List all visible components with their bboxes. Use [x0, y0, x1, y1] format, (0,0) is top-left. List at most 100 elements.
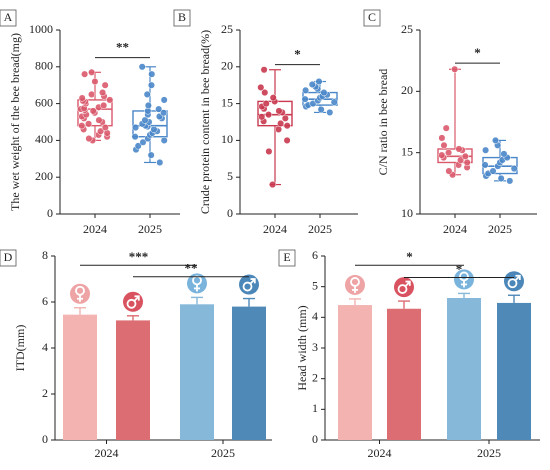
data-point-a-0-5	[97, 127, 105, 135]
data-point-a-0-7	[101, 123, 109, 132]
panel-letter-a: A	[4, 10, 13, 24]
data-point-b-0-3	[274, 125, 283, 133]
x-tick-label-e-0: 2024	[368, 446, 392, 460]
data-point-a-0-32	[81, 70, 89, 78]
data-point-c-1-0	[506, 177, 514, 185]
data-point-a-1-12	[132, 123, 140, 132]
data-point-a-0-29	[99, 89, 107, 97]
x-tick-label-a-1: 2025	[138, 222, 162, 236]
y-tick-label-a-0: 0	[47, 206, 53, 220]
data-point-b-1-7	[301, 95, 309, 103]
y-tick-label-d-4: 8	[42, 248, 48, 262]
panel-e: E 0 1 2 3 4 5 6 Head width (mm) 2024 2025 * *	[278, 248, 540, 460]
data-point-a-1-23	[155, 105, 163, 113]
bar-d-2	[180, 304, 214, 440]
data-point-a-0-16	[89, 107, 97, 115]
x-tick-label-b-0: 2024	[263, 222, 287, 236]
data-point-a-0-33	[88, 68, 96, 76]
y-axis-title-c: C/N ratio in bee bread	[376, 69, 390, 176]
data-point-c-1-1	[497, 174, 505, 182]
y-tick-label-a-5: 1000	[29, 22, 53, 36]
significance-label-d-1: **	[185, 261, 198, 276]
male-symbol-ring-e-3	[507, 278, 518, 289]
data-point-a-0-1	[85, 135, 93, 143]
y-tick-label-e-2: 2	[312, 370, 318, 384]
data-point-b-1-5	[330, 98, 338, 106]
data-point-a-0-8	[78, 122, 86, 130]
data-point-a-0-21	[100, 101, 108, 109]
panel-a: A 0 200 400 600 800 1000 The wet weight of the …	[0, 9, 180, 236]
data-point-a-1-24	[144, 101, 152, 109]
data-point-c-0-1	[445, 167, 453, 175]
sex-badge-d-1	[123, 291, 143, 312]
data-point-a-1-3	[134, 142, 142, 150]
male-symbol-shaft-e-3	[514, 275, 521, 281]
male-symbol-arrow-e-1	[405, 280, 411, 286]
significance-label-c: *	[474, 45, 481, 60]
bar-e-3	[497, 302, 531, 440]
panel-letter-box-a	[0, 9, 17, 27]
bar-d-0	[63, 314, 97, 440]
significance-label-e-1: *	[456, 261, 463, 276]
y-tick-label-d-2: 4	[42, 340, 48, 354]
bar-d-1	[116, 320, 150, 440]
data-point-b-1-11	[320, 89, 328, 97]
sex-badge-d-0	[70, 283, 90, 304]
male-symbol-arrow-e-3	[515, 274, 521, 281]
data-point-a-1-27	[147, 81, 156, 89]
x-tick-label-a-0: 2024	[83, 222, 107, 236]
data-point-c-0-5	[457, 156, 465, 164]
y-tick-label-e-4: 4	[312, 309, 318, 323]
panel-letter-c: C	[368, 10, 376, 24]
data-point-a-1-25	[160, 96, 168, 104]
y-tick-label-b-0: 0	[227, 206, 233, 220]
y-axis-title-e: Head width (mm)	[295, 305, 309, 390]
x-tick-label-c-0: 2024	[443, 222, 467, 236]
data-point-a-0-9	[85, 120, 93, 128]
male-symbol-ring-e-1	[397, 284, 408, 294]
data-point-a-0-31	[91, 77, 99, 86]
data-point-a-0-11	[95, 116, 103, 124]
male-symbol-shaft-d-3	[249, 278, 256, 285]
data-point-a-0-28	[88, 90, 96, 98]
bar-d-3	[232, 306, 266, 440]
data-point-b-0-16	[269, 94, 277, 102]
y-tick-label-c-3: 25	[401, 22, 413, 36]
data-point-b-0-11	[275, 107, 283, 115]
data-point-a-1-28	[148, 70, 156, 78]
y-tick-label-d-0: 0	[42, 432, 48, 446]
data-point-a-1-5	[160, 136, 168, 144]
y-tick-label-c-0: 10	[401, 206, 413, 220]
panel-letter-e: E	[283, 250, 290, 264]
x-tick-label-d-1: 2025	[211, 446, 235, 460]
x-tick-label-c-1: 2025	[488, 222, 512, 236]
y-tick-label-a-1: 200	[35, 169, 53, 183]
bar-e-0	[338, 305, 372, 440]
y-tick-label-a-3: 600	[35, 95, 53, 109]
data-point-a-1-1	[147, 151, 155, 159]
data-point-b-0-4	[283, 122, 291, 130]
data-point-c-1-11	[500, 150, 508, 158]
y-tick-label-c-1: 15	[401, 144, 413, 158]
male-symbol-arrow-d-1	[134, 295, 140, 301]
x-tick-label-e-1: 2025	[477, 446, 501, 460]
y-tick-label-d-1: 2	[42, 386, 48, 400]
y-axis-title-d: ITD(mm)	[13, 325, 27, 372]
y-tick-label-b-1: 5	[227, 169, 233, 183]
y-axis-title-b: Crude protein content in bee bread(%)	[198, 30, 212, 214]
data-point-b-0-0	[269, 181, 277, 189]
data-point-b-1-1	[317, 105, 325, 114]
data-point-c-0-9	[445, 149, 453, 157]
data-point-c-0-7	[461, 152, 469, 160]
data-point-b-1-12	[302, 86, 310, 94]
significance-label-b: *	[294, 47, 301, 62]
male-symbol-arrow-d-3	[250, 278, 256, 284]
data-point-b-0-9	[265, 111, 273, 119]
data-point-b-0-17	[261, 89, 269, 97]
data-point-b-1-16	[315, 77, 323, 86]
data-point-b-0-5	[277, 119, 285, 128]
y-tick-label-c-2: 20	[401, 83, 413, 97]
sex-badge-e-3	[504, 271, 524, 292]
